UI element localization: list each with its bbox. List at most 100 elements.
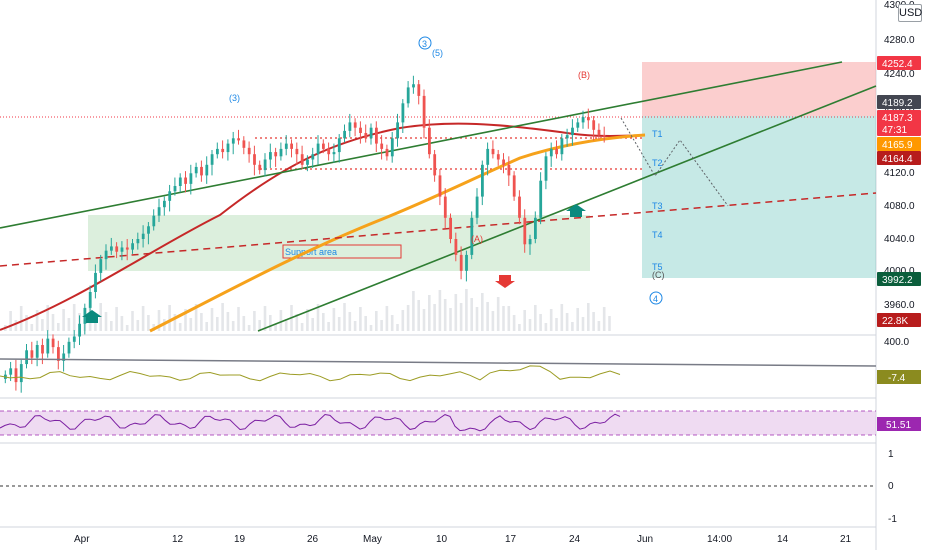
- candle-body: [359, 127, 362, 133]
- volume-bar: [518, 324, 521, 331]
- candle-body: [9, 368, 13, 375]
- volume-bar: [587, 303, 590, 331]
- volume-bar: [141, 306, 145, 331]
- volume-bar: [576, 308, 579, 331]
- volume-bar: [343, 303, 346, 331]
- candle-body: [353, 122, 357, 128]
- candle-body: [449, 217, 452, 239]
- candle-body: [369, 127, 373, 139]
- candle-body: [210, 154, 214, 165]
- volume-bar: [46, 305, 49, 331]
- candle-body: [560, 138, 564, 155]
- candle-body: [587, 117, 590, 121]
- candle-body: [380, 143, 384, 149]
- candle-body: [322, 143, 325, 149]
- price-label-text: 22.8K: [882, 316, 908, 327]
- candle-body: [518, 196, 521, 218]
- candle-body: [428, 127, 431, 155]
- volume-bar: [449, 308, 452, 331]
- volume-bar: [136, 320, 140, 331]
- volume-bar: [459, 303, 463, 331]
- candle-body: [507, 164, 511, 176]
- candle-body: [72, 336, 76, 342]
- volume-bar: [401, 310, 405, 331]
- target-label: T1: [652, 129, 663, 139]
- candle-body: [253, 154, 256, 165]
- volume-bar: [253, 311, 256, 331]
- candle-body: [147, 226, 150, 234]
- price-tick-label: 3960.0: [884, 300, 915, 311]
- candle-body: [486, 148, 490, 165]
- volume-bar: [486, 302, 489, 331]
- price-tick-label: 4040.0: [884, 234, 915, 245]
- candle-body: [438, 175, 442, 197]
- candle-body: [25, 350, 28, 365]
- candle-body: [258, 164, 262, 171]
- volume-bar: [316, 304, 320, 331]
- candle-body: [237, 138, 240, 141]
- volume-bar: [481, 293, 484, 331]
- candle-body: [290, 143, 293, 149]
- price-label-bg: [877, 137, 921, 151]
- candle-body: [141, 233, 145, 239]
- time-tick-label: 10: [436, 534, 448, 545]
- candle-body: [46, 338, 50, 354]
- candle-body: [131, 243, 134, 250]
- stop-loss-zone: [642, 62, 876, 116]
- buy-arrow-icon: [566, 204, 586, 217]
- volume-bar: [284, 319, 288, 331]
- volume-bar: [353, 321, 357, 331]
- volume-bar: [496, 297, 500, 331]
- volume-bar: [269, 315, 272, 331]
- candle-body: [512, 175, 516, 197]
- candle-body: [41, 345, 44, 354]
- volume-bar: [147, 315, 150, 331]
- volume-bar: [242, 316, 246, 331]
- volume-bar: [57, 323, 60, 331]
- volume-bar: [200, 313, 203, 331]
- candle-body: [539, 180, 543, 218]
- price-label-badge: 3992.2: [877, 272, 921, 286]
- volume-bar: [35, 310, 39, 331]
- candle-body: [247, 147, 251, 155]
- volume-bar: [295, 314, 299, 331]
- support-area-label-box: [282, 244, 402, 259]
- volume-bar: [110, 321, 113, 331]
- volume-bar: [571, 322, 574, 331]
- volume-bar: [115, 307, 118, 331]
- osc-tick-label: -1: [888, 514, 897, 525]
- candle-body: [502, 159, 505, 165]
- wave-label: (B): [578, 70, 590, 80]
- rsi-value-bg: [877, 417, 921, 431]
- projection-path: [620, 117, 729, 207]
- candle-body: [412, 84, 415, 88]
- candle-body: [443, 196, 447, 218]
- volume-bar: [258, 320, 261, 331]
- candle-body: [78, 323, 81, 337]
- cci-line: [0, 365, 621, 382]
- volume-bar: [412, 291, 415, 331]
- volume-bar: [549, 309, 553, 331]
- candle-body: [475, 196, 479, 218]
- candle-body: [592, 120, 596, 130]
- currency-button[interactable]: USD: [898, 4, 922, 22]
- price-label-bg: [877, 110, 921, 136]
- price-tick-label: 4080.0: [884, 201, 915, 212]
- volume-bar: [438, 290, 442, 331]
- candle-body: [496, 154, 500, 160]
- time-tick-label: May: [363, 534, 382, 545]
- price-tick-label: 4280.0: [884, 35, 915, 46]
- volume-bar: [300, 323, 304, 331]
- price-label-text: 4164.4: [882, 154, 913, 165]
- volume-bar: [375, 311, 378, 331]
- rsi-band: [0, 411, 876, 435]
- volume-bar: [311, 318, 314, 331]
- osc-tick-label: 1: [888, 449, 894, 460]
- volume-bar: [475, 307, 479, 331]
- volume-bar: [184, 309, 187, 331]
- candle-body: [343, 130, 346, 139]
- time-tick-label: 21: [840, 534, 852, 545]
- cci-value-bg: [877, 370, 921, 384]
